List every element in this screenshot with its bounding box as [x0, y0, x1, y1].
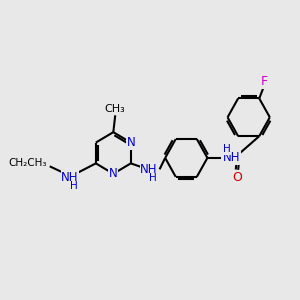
- Text: NH: NH: [223, 152, 240, 164]
- Text: H: H: [70, 181, 78, 191]
- Text: N: N: [126, 136, 135, 149]
- Text: CH₃: CH₃: [105, 104, 126, 114]
- Text: CH₂CH₃: CH₂CH₃: [8, 158, 47, 168]
- Text: N: N: [109, 167, 118, 180]
- Text: O: O: [232, 171, 242, 184]
- Text: NH: NH: [140, 163, 158, 176]
- Text: H: H: [149, 173, 157, 183]
- Text: NH: NH: [61, 171, 79, 184]
- Text: F: F: [260, 75, 268, 88]
- Text: H: H: [223, 144, 230, 154]
